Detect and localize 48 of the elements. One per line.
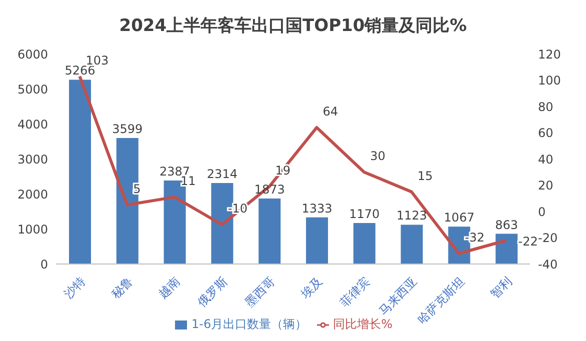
data-label: 1333 bbox=[302, 201, 332, 216]
y-tick-label: 5000 bbox=[17, 82, 48, 96]
legend-label: 同比增长% bbox=[333, 317, 392, 331]
data-label: 2314 bbox=[206, 167, 238, 182]
y2-tick-label: 60 bbox=[538, 126, 554, 140]
data-label: -10 bbox=[228, 202, 248, 216]
bar bbox=[116, 138, 138, 264]
x-tick-label: 马来西亚 bbox=[376, 274, 420, 318]
y2-tick-label: 0 bbox=[538, 204, 546, 219]
bar bbox=[69, 80, 91, 264]
x-tick-label: 墨西哥 bbox=[242, 274, 278, 310]
data-label: 64 bbox=[322, 104, 338, 118]
y2-tick-label: -20 bbox=[538, 231, 558, 246]
x-tick-label: 俄罗斯 bbox=[194, 274, 230, 310]
x-tick-label: 秘鲁 bbox=[108, 274, 136, 302]
y-tick-label: 2000 bbox=[17, 187, 48, 202]
x-tick-label: 智利 bbox=[488, 274, 515, 302]
data-label: -22 bbox=[518, 234, 538, 248]
y2-tick-label: 20 bbox=[538, 178, 554, 193]
chart-title: 2024上半年客车出口国TOP10销量及同比% bbox=[118, 15, 468, 38]
data-label: 30 bbox=[370, 149, 386, 164]
bar bbox=[258, 198, 281, 264]
x-tick-label: 越南 bbox=[156, 274, 183, 302]
bar bbox=[306, 217, 328, 264]
y-tick-label: 0 bbox=[40, 257, 48, 272]
y2-tick-label: 100 bbox=[538, 74, 561, 88]
data-label: 3599 bbox=[112, 122, 143, 136]
data-label: 1123 bbox=[396, 208, 428, 223]
y-tick-label: 4000 bbox=[17, 117, 48, 132]
y2-tick-label: 40 bbox=[538, 152, 554, 166]
bar bbox=[496, 234, 518, 264]
bar bbox=[400, 224, 423, 264]
data-label: 15 bbox=[418, 168, 433, 183]
y-tick-label: 1000 bbox=[17, 222, 48, 236]
x-tick-label: 埃及 bbox=[297, 274, 326, 302]
y-tick-label: 3000 bbox=[17, 152, 48, 166]
data-label: 1170 bbox=[349, 207, 380, 222]
x-tick-label: 菲律宾 bbox=[337, 274, 372, 310]
data-label: 1067 bbox=[444, 210, 474, 225]
y2-tick-label: 80 bbox=[538, 100, 554, 114]
y-tick-label: 6000 bbox=[17, 47, 48, 62]
y2-tick-label: 120 bbox=[538, 47, 561, 62]
bar bbox=[353, 223, 376, 264]
x-tick-label: 沙特 bbox=[61, 274, 88, 302]
y2-tick-label: -40 bbox=[538, 257, 558, 272]
legend-label: 1-6月出口数量（辆） bbox=[191, 317, 308, 331]
data-label: 863 bbox=[495, 218, 518, 232]
data-label: 11 bbox=[180, 174, 196, 188]
